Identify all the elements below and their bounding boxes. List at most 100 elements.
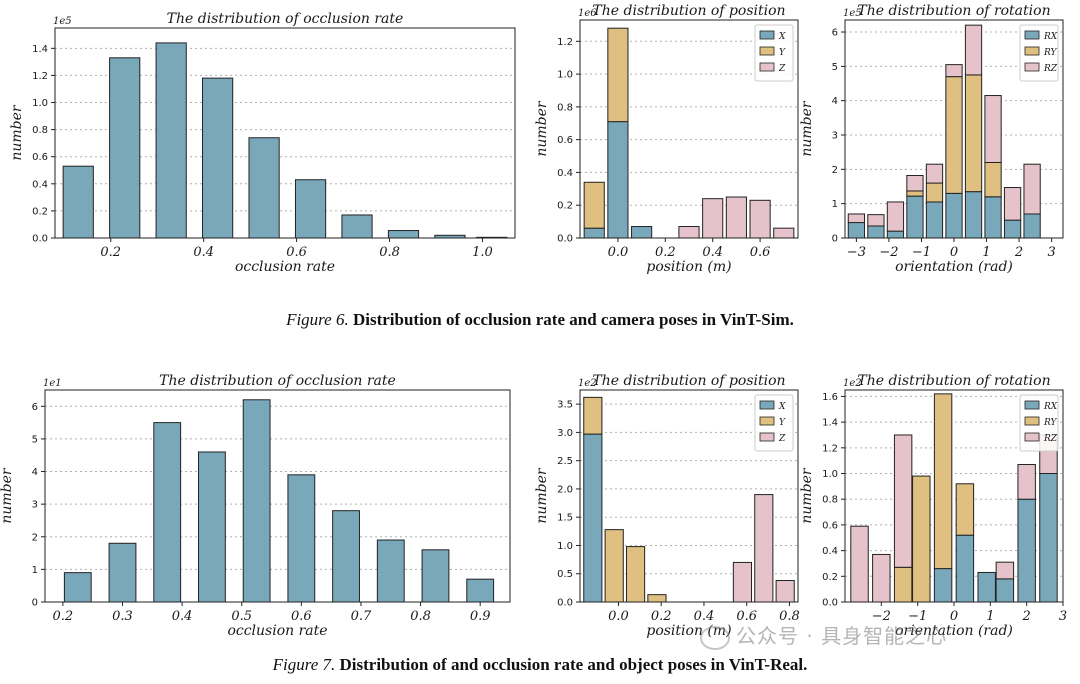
x-tick-label: 0.4	[694, 609, 715, 624]
chart-title: The distribution of occlusion rate	[167, 11, 404, 27]
x-tick-label: 0.6	[750, 245, 771, 260]
legend-label-rx: RX	[1043, 32, 1058, 42]
real-rotation-chart: 0.0 0.2 0.4 0.6 0.8 1.0 1.2 1.4 1.6 −2 −1 0 1 2 3 1e2Th…	[799, 373, 1067, 639]
legend-label-rz: RZ	[1043, 434, 1058, 444]
chart-title: The distribution of rotation	[857, 3, 1050, 19]
legend-swatch-z	[759, 62, 775, 72]
y-tick-label: 3	[832, 131, 838, 142]
bar	[109, 57, 141, 239]
legend-label-y: Y	[779, 48, 786, 58]
y-tick-label: 0.0	[822, 598, 838, 609]
x-tick-label: −1	[912, 245, 931, 260]
x-tick-label: 0.4	[172, 609, 193, 624]
y-tick-label: 2	[32, 532, 38, 543]
legend-label-ry: RY	[1043, 418, 1057, 428]
bar-segment-z	[773, 227, 795, 239]
x-tick-label: 0.3	[112, 609, 133, 624]
x-tick-label: 0.4	[702, 245, 723, 260]
x-tick-label: 0.8	[410, 609, 431, 624]
y-tick-label: 1.0	[32, 98, 48, 109]
y-tick-label: 2	[832, 165, 838, 176]
bar	[287, 474, 316, 603]
y-tick-label: 0	[832, 234, 838, 245]
legend-swatch-rz	[1024, 432, 1040, 442]
legend-swatch-x	[759, 30, 775, 40]
bar-segment-rx	[977, 571, 996, 603]
bar-segment-ry	[955, 483, 975, 536]
y-tick-label: 2.0	[557, 484, 573, 495]
wechat-icon	[700, 625, 730, 650]
legend: XYZ	[754, 394, 794, 452]
bar-segment-rx	[1023, 213, 1041, 239]
y-tick-label: 0.0	[557, 598, 573, 609]
bar-segment-rz	[1017, 464, 1036, 500]
chart-title: The distribution of position	[592, 3, 785, 19]
x-tick-label: 0	[950, 609, 958, 624]
chart-title: The distribution of rotation	[857, 373, 1050, 389]
bar-segment-rx	[906, 195, 924, 239]
bar-segment-y	[583, 181, 605, 229]
bar-segment-y	[647, 594, 667, 603]
x-tick-label: 1	[986, 609, 994, 624]
bar	[198, 451, 226, 603]
x-tick-label: 0	[950, 245, 958, 260]
y-tick-label: 1	[832, 199, 838, 210]
y-tick-label: 3.0	[557, 428, 573, 439]
y-tick-label: 0.0	[32, 234, 48, 245]
axis-exponent: 1e5	[53, 16, 72, 27]
bar	[332, 510, 360, 603]
x-tick-label: 0.6	[291, 609, 312, 624]
x-tick-label: 0.2	[53, 609, 74, 624]
bar	[421, 549, 450, 603]
legend-swatch-rx	[1024, 30, 1040, 40]
x-tick-label: 1.0	[472, 245, 493, 260]
bar-segment-rz	[1023, 163, 1041, 215]
x-axis-label: occlusion rate	[227, 623, 327, 639]
y-tick-label: 0.8	[822, 495, 838, 506]
y-tick-label: 0.2	[557, 201, 573, 212]
bar-segment-x	[607, 121, 629, 239]
bar-segment-x	[631, 226, 653, 239]
axis-exponent: 1e5	[843, 8, 862, 19]
x-tick-label: 0.0	[608, 245, 629, 260]
plot-frame	[579, 19, 799, 239]
bar	[248, 137, 280, 239]
y-tick-label: 0.2	[822, 572, 838, 583]
bar-segment-rz	[872, 553, 891, 603]
legend-label-x: X	[778, 402, 786, 412]
bar-segment-ry	[964, 74, 983, 193]
legend-label-rz: RZ	[1043, 64, 1058, 74]
bar-segment-ry	[925, 182, 944, 203]
x-tick-label: 0.8	[379, 245, 400, 260]
x-tick-label: −3	[847, 245, 866, 260]
x-tick-label: 0.9	[470, 609, 491, 624]
x-tick-label: 0.8	[779, 609, 800, 624]
plot-frame	[44, 389, 511, 603]
bar-segment-x	[583, 433, 603, 603]
bar-segment-rx	[1017, 498, 1036, 603]
bar-segment-y	[583, 396, 603, 435]
real-position-chart: 0.0 0.5 1.0 1.5 2.0 2.5 3.0 3.5 0.0 0.2 0.4 0.6 0.8 1…	[534, 373, 800, 639]
y-tick-label: 1.0	[557, 541, 573, 552]
y-tick-label: 3	[32, 500, 38, 511]
bar-segment-rz	[984, 95, 1002, 163]
legend-label-x: X	[778, 32, 786, 42]
bar-segment-rx	[1039, 473, 1058, 603]
legend: XYZ	[754, 24, 794, 82]
y-tick-label: 0.5	[557, 569, 573, 580]
figure-7-caption: Figure 7. Distribution of and occlusion …	[0, 655, 1080, 675]
bar-segment-z	[725, 196, 747, 239]
bar-segment-rx	[925, 201, 944, 239]
y-tick-label: 1.6	[822, 392, 838, 403]
x-tick-label: 0.5	[231, 609, 252, 624]
y-tick-label: 0.8	[32, 125, 48, 136]
y-tick-label: 1.2	[557, 37, 573, 48]
x-tick-label: 0.2	[100, 245, 121, 260]
x-tick-label: 0.2	[655, 245, 676, 260]
bar-segment-rx	[964, 191, 983, 239]
y-axis-label: number	[9, 104, 25, 161]
bar-segment-rx	[933, 568, 953, 603]
bar-segment-rz	[1003, 187, 1022, 221]
